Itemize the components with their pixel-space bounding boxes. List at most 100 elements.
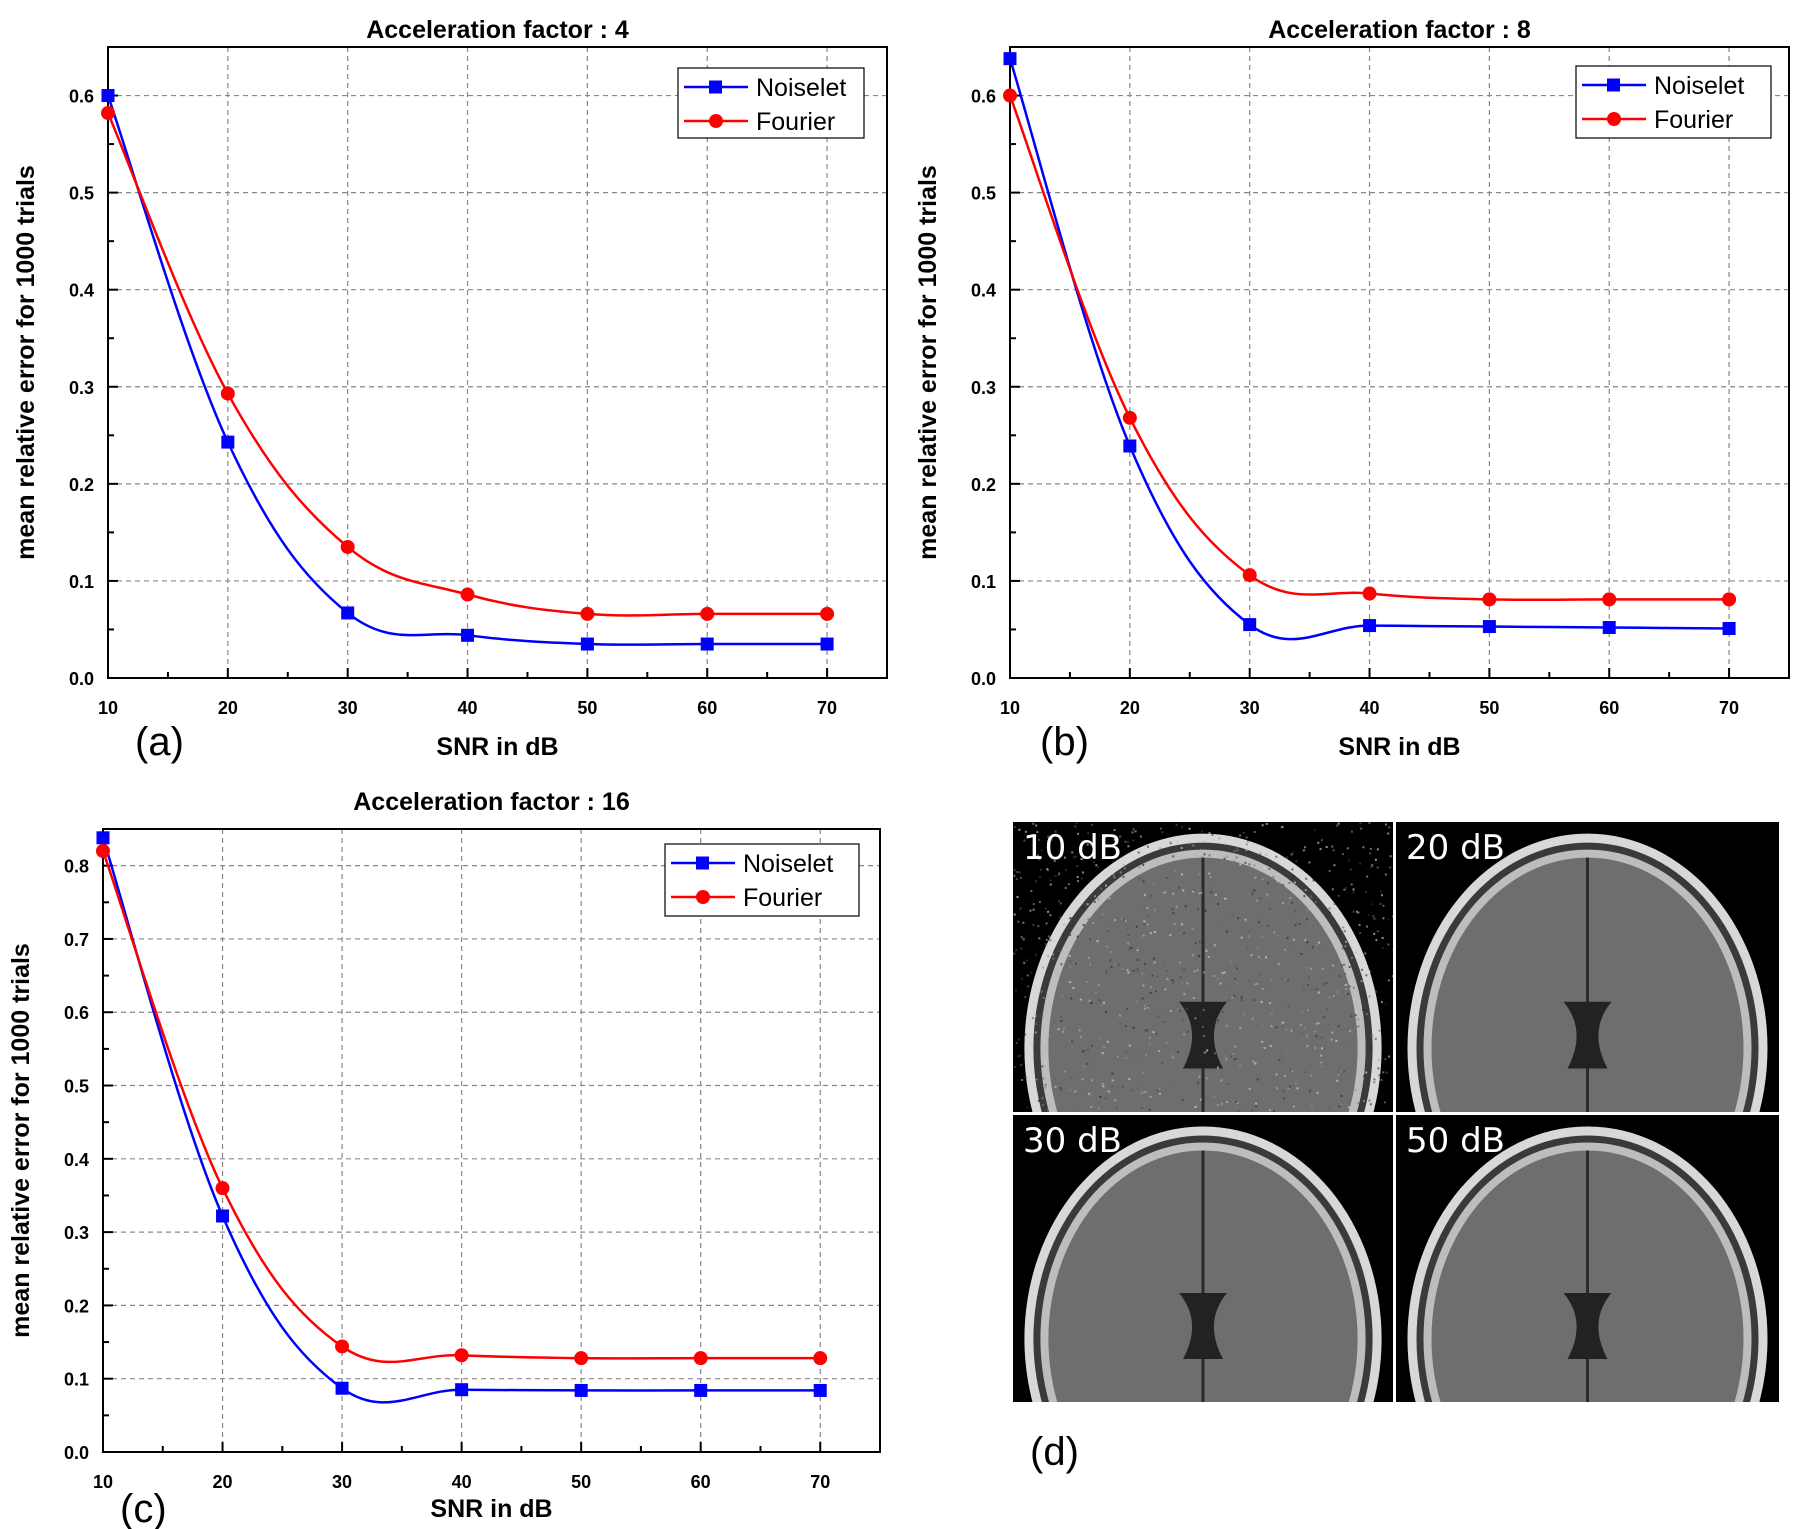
- noise-speck: [1034, 1014, 1037, 1017]
- noise-speck: [1079, 1035, 1082, 1038]
- noise-speck: [1182, 1018, 1185, 1021]
- y-tick-label: 0.1: [69, 572, 94, 592]
- legend-box: [677, 67, 865, 139]
- noise-speck: [1188, 1060, 1191, 1063]
- noise-speck: [1320, 839, 1323, 842]
- noise-speck: [1153, 989, 1156, 992]
- noise-speck: [1119, 1022, 1122, 1025]
- noise-speck: [1161, 1061, 1164, 1064]
- noise-speck: [1192, 844, 1195, 847]
- noise-speck: [1069, 965, 1072, 968]
- noise-speck: [1060, 1020, 1063, 1023]
- chart-title: Acceleration factor : 4: [366, 16, 629, 44]
- noise-speck: [1272, 876, 1275, 879]
- noise-speck: [1384, 873, 1387, 876]
- noise-speck: [1322, 982, 1325, 985]
- data-point-fourier: [574, 1351, 589, 1366]
- noise-speck: [1074, 1108, 1077, 1111]
- noise-speck: [1281, 825, 1284, 828]
- noise-speck: [1373, 917, 1376, 920]
- noise-speck: [1044, 1086, 1047, 1089]
- noise-speck: [1047, 935, 1050, 938]
- noise-speck: [1320, 1054, 1323, 1057]
- noise-speck: [1361, 1008, 1364, 1011]
- ventricles: [1179, 1001, 1227, 1069]
- noise-speck: [1317, 841, 1320, 844]
- subfigure-label: (b): [1040, 720, 1089, 764]
- noise-speck: [1171, 908, 1174, 911]
- noise-speck: [1124, 919, 1127, 922]
- data-point-fourier: [813, 1351, 828, 1366]
- noise-speck: [1038, 901, 1041, 904]
- noise-speck: [1229, 918, 1232, 921]
- noise-speck: [1091, 1044, 1094, 1047]
- noise-speck: [1216, 1075, 1219, 1078]
- noise-speck: [1276, 934, 1279, 937]
- noise-speck: [1261, 1040, 1264, 1043]
- noise-speck: [1248, 1088, 1251, 1091]
- noise-speck: [1313, 1030, 1316, 1033]
- noise-speck: [1060, 1016, 1063, 1019]
- noise-speck: [1282, 884, 1285, 887]
- data-point-noiselet: [813, 1383, 827, 1397]
- chart-panel-a: 10 20 30 40 50 60 70 0.0 0.1 0.2 0.3 0.4 0.5 0.6 Accel…: [0, 0, 900, 770]
- noise-speck: [1025, 1063, 1028, 1066]
- noise-speck: [1114, 963, 1117, 966]
- noise-speck: [1151, 1096, 1154, 1099]
- noise-speck: [1234, 1045, 1237, 1048]
- noise-speck: [1166, 1012, 1169, 1015]
- noise-speck: [1091, 1079, 1094, 1082]
- noise-speck: [1090, 1001, 1093, 1004]
- noise-speck: [1081, 871, 1084, 874]
- noise-speck: [1105, 973, 1108, 976]
- noise-speck: [1308, 861, 1311, 864]
- noise-speck: [1081, 1078, 1084, 1081]
- noise-speck: [1018, 828, 1021, 831]
- noise-speck: [1226, 1082, 1229, 1085]
- noise-speck: [1206, 1049, 1209, 1052]
- noise-speck: [1194, 1017, 1197, 1020]
- noise-speck: [1111, 1079, 1114, 1082]
- noise-speck: [1194, 853, 1197, 856]
- noise-speck: [1213, 974, 1216, 977]
- noise-speck: [1077, 832, 1080, 835]
- legend-entry: Fourier: [1654, 106, 1733, 134]
- noise-speck: [1384, 1101, 1387, 1104]
- noise-speck: [1341, 853, 1344, 856]
- noise-speck: [1373, 932, 1376, 935]
- noise-speck: [1355, 1026, 1358, 1029]
- noise-speck: [1172, 912, 1175, 915]
- noise-speck: [1113, 838, 1116, 841]
- noise-speck: [1143, 963, 1146, 966]
- noise-speck: [1218, 837, 1221, 840]
- noise-speck: [1123, 918, 1126, 921]
- noise-speck: [1320, 1061, 1323, 1064]
- noise-speck: [1076, 865, 1079, 868]
- noise-speck: [1052, 939, 1055, 942]
- noise-speck: [1015, 949, 1018, 952]
- noise-speck: [1068, 1039, 1071, 1042]
- noise-speck: [1224, 1055, 1227, 1058]
- noise-speck: [1381, 946, 1384, 949]
- noise-speck: [1060, 963, 1063, 966]
- noise-speck: [1063, 1027, 1066, 1030]
- noise-speck: [1224, 986, 1227, 989]
- noise-speck: [1243, 1013, 1246, 1016]
- noise-speck: [1266, 882, 1269, 885]
- y-tick-label: 0.1: [64, 1370, 89, 1390]
- data-point-fourier: [454, 1348, 469, 1363]
- noise-speck: [1194, 1049, 1197, 1052]
- noise-speck: [1357, 1018, 1360, 1021]
- noise-speck: [1176, 1050, 1179, 1053]
- y-tick-label: 0.3: [64, 1223, 89, 1243]
- noise-speck: [1251, 892, 1254, 895]
- y-tick-label: 0.4: [69, 281, 94, 301]
- noise-speck: [1180, 846, 1183, 849]
- noise-speck: [1166, 876, 1169, 879]
- noise-speck: [1101, 913, 1104, 916]
- noise-speck: [1072, 962, 1075, 965]
- noise-speck: [1168, 934, 1171, 937]
- noise-speck: [1199, 848, 1202, 851]
- noise-speck: [1288, 881, 1291, 884]
- noise-speck: [1103, 1046, 1106, 1049]
